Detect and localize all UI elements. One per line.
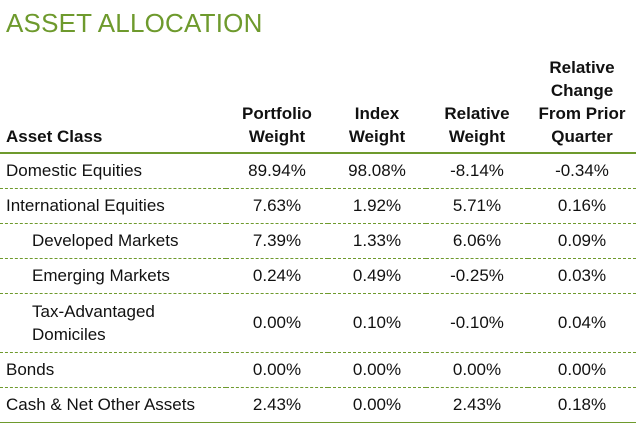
table-row: Emerging Markets 0.24% 0.49% -0.25% 0.03…	[0, 258, 636, 294]
header-relative-weight-line1: Relative	[444, 104, 510, 123]
header-portfolio-weight-line1: Portfolio	[242, 104, 312, 123]
header-index-weight-line1: Index	[354, 104, 400, 123]
row-label-line2: Domiciles	[32, 325, 106, 344]
table-row: International Equities 7.63% 1.92% 5.71%…	[0, 188, 636, 224]
portfolio-weight-cell: 0.24%	[226, 258, 328, 294]
table-row: Cash & Net Other Assets 2.43% 0.00% 2.43…	[0, 387, 636, 423]
table-row: Tax-Advantaged Domiciles 0.00% 0.10% -0.…	[0, 293, 636, 353]
index-weight-cell: 0.00%	[328, 387, 426, 423]
portfolio-weight-cell: 0.00%	[226, 293, 328, 353]
relative-weight-cell: 5.71%	[426, 188, 528, 224]
index-weight-cell: 1.33%	[328, 223, 426, 259]
header-relative-weight: Relative Weight	[426, 56, 528, 154]
header-relative-change-line2: Change	[550, 81, 614, 100]
row-label: Cash & Net Other Assets	[0, 387, 226, 423]
asset-allocation-table: Asset Class Portfolio Weight Index Weigh…	[0, 56, 636, 423]
index-weight-cell: 0.00%	[328, 352, 426, 388]
portfolio-weight-cell: 7.63%	[226, 188, 328, 224]
header-index-weight-line2: Weight	[348, 127, 406, 146]
table-row: Bonds 0.00% 0.00% 0.00% 0.00%	[0, 352, 636, 388]
header-portfolio-weight-line2: Weight	[248, 127, 306, 146]
portfolio-weight-cell: 89.94%	[226, 153, 328, 189]
relative-weight-cell: -8.14%	[426, 153, 528, 189]
relative-change-cell: 0.00%	[528, 352, 636, 388]
portfolio-weight-cell: 0.00%	[226, 352, 328, 388]
index-weight-cell: 98.08%	[328, 153, 426, 189]
relative-weight-cell: 0.00%	[426, 352, 528, 388]
row-label: Tax-Advantaged Domiciles	[0, 293, 226, 353]
header-relative-change-line1: Relative	[549, 58, 615, 77]
portfolio-weight-cell: 2.43%	[226, 387, 328, 423]
row-label: Emerging Markets	[0, 258, 226, 294]
relative-weight-cell: -0.25%	[426, 258, 528, 294]
header-relative-weight-line2: Weight	[448, 127, 506, 146]
relative-change-cell: 0.04%	[528, 293, 636, 353]
relative-change-cell: -0.34%	[528, 153, 636, 189]
relative-change-cell: 0.18%	[528, 387, 636, 423]
header-relative-change-line4: Quarter	[551, 127, 613, 146]
header-index-weight: Index Weight	[328, 56, 426, 154]
row-label: Domestic Equities	[0, 153, 226, 189]
table-header-row: Asset Class Portfolio Weight Index Weigh…	[0, 56, 636, 154]
page-title: ASSET ALLOCATION	[6, 8, 263, 38]
header-asset-class: Asset Class	[0, 56, 226, 154]
row-label: Bonds	[0, 352, 226, 388]
relative-change-cell: 0.09%	[528, 223, 636, 259]
portfolio-weight-cell: 7.39%	[226, 223, 328, 259]
relative-change-cell: 0.03%	[528, 258, 636, 294]
header-relative-change-line3: From Prior	[538, 104, 626, 123]
row-label-line1: Tax-Advantaged	[32, 302, 155, 321]
index-weight-cell: 1.92%	[328, 188, 426, 224]
index-weight-cell: 0.49%	[328, 258, 426, 294]
row-label: Developed Markets	[0, 223, 226, 259]
relative-change-cell: 0.16%	[528, 188, 636, 224]
index-weight-cell: 0.10%	[328, 293, 426, 353]
relative-weight-cell: -0.10%	[426, 293, 528, 353]
relative-weight-cell: 6.06%	[426, 223, 528, 259]
header-relative-change: Relative Change From Prior Quarter	[528, 56, 636, 154]
header-portfolio-weight: Portfolio Weight	[226, 56, 328, 154]
table-row: Domestic Equities 89.94% 98.08% -8.14% -…	[0, 153, 636, 189]
table-row: Developed Markets 7.39% 1.33% 6.06% 0.09…	[0, 223, 636, 259]
relative-weight-cell: 2.43%	[426, 387, 528, 423]
row-label: International Equities	[0, 188, 226, 224]
